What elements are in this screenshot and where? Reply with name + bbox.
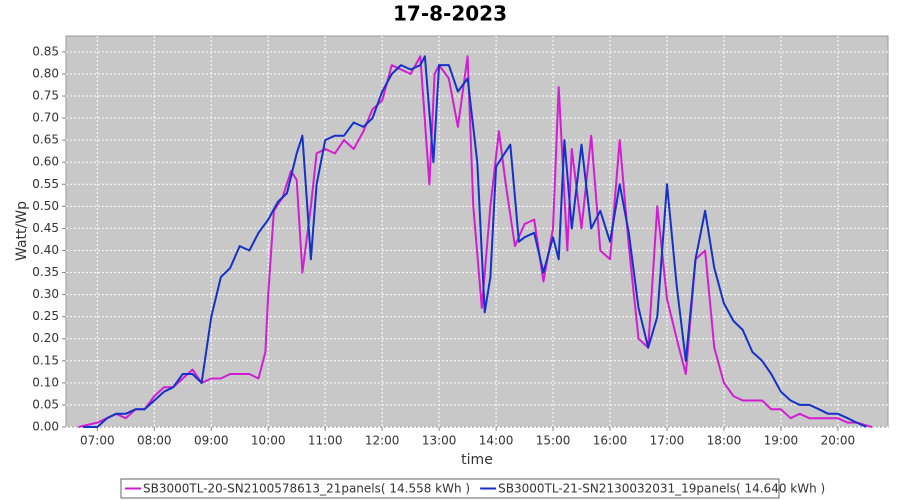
x-tick-label: 13:00 [422, 434, 457, 448]
x-tick-label: 19:00 [764, 434, 799, 448]
x-tick-label: 15:00 [536, 434, 571, 448]
x-tick-label: 18:00 [707, 434, 742, 448]
y-tick-label: 0.85 [32, 44, 59, 58]
chart-title: 17-8-2023 [393, 2, 507, 26]
y-tick-label: 0.80 [32, 66, 59, 80]
legend [120, 478, 780, 499]
series-line [78, 55, 873, 428]
y-tick-label: 0.55 [32, 177, 59, 191]
y-tick-label: 0.10 [32, 375, 59, 389]
x-tick-label: 08:00 [137, 434, 172, 448]
x-tick-label: 20:00 [821, 434, 856, 448]
x-axis-title: time [461, 452, 493, 468]
y-tick-label: 0.20 [32, 331, 59, 345]
y-tick-label: 0.30 [32, 287, 59, 301]
series-line [83, 55, 867, 428]
x-tick-label: 07:00 [80, 434, 115, 448]
y-tick-label: 0.75 [32, 89, 59, 103]
y-tick-label: 0.45 [32, 221, 59, 235]
y-tick-label: 0.60 [32, 155, 59, 169]
x-tick-label: 14:00 [479, 434, 514, 448]
legend-label: SB3000TL-20-SN2100578613_21panels( 14.55… [143, 482, 470, 496]
y-tick-label: 0.05 [32, 397, 59, 411]
x-tick-label: 16:00 [593, 434, 628, 448]
y-tick-label: 0.50 [32, 199, 59, 213]
plot-area [65, 35, 889, 428]
x-tick-label: 12:00 [365, 434, 400, 448]
y-tick-label: 0.25 [32, 309, 59, 323]
y-tick-label: 0.15 [32, 353, 59, 367]
x-tick-label: 11:00 [308, 434, 343, 448]
y-tick-label: 0.70 [32, 111, 59, 125]
x-tick-label: 17:00 [650, 434, 685, 448]
y-tick-label: 0.65 [32, 133, 59, 147]
y-axis-title: Watt/Wp [14, 201, 30, 261]
y-tick-label: 0.00 [32, 420, 59, 434]
x-tick-label: 09:00 [194, 434, 229, 448]
legend-label: SB3000TL-21-SN2130032031_19panels( 14.64… [498, 482, 825, 496]
y-tick-label: 0.40 [32, 243, 59, 257]
y-tick-label: 0.35 [32, 265, 59, 279]
x-tick-label: 10:00 [251, 434, 286, 448]
